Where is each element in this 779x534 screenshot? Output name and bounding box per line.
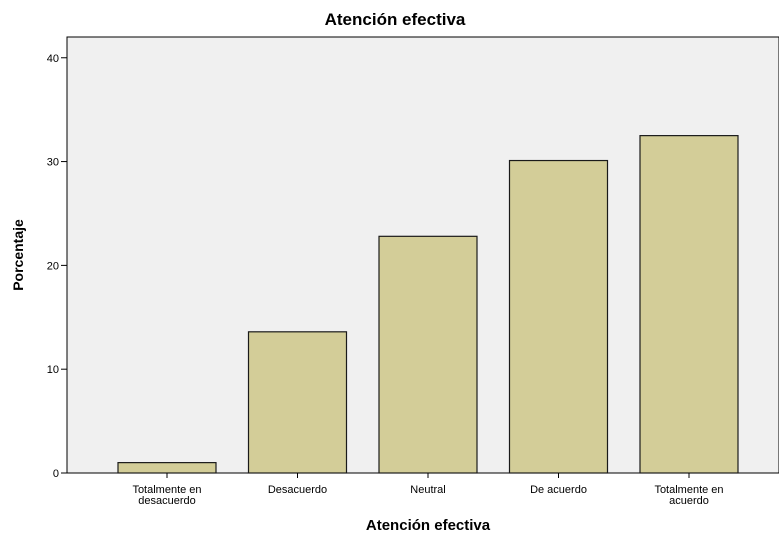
bars bbox=[117, 135, 739, 474]
x-category-label: Totalmente en bbox=[132, 484, 201, 496]
x-category-label: De acuerdo bbox=[530, 484, 587, 496]
y-tick-label: 10 bbox=[47, 364, 59, 376]
bar bbox=[508, 159, 609, 474]
y-tick-label: 30 bbox=[47, 157, 59, 169]
y-axis-label: Porcentaje bbox=[10, 219, 26, 291]
x-axis-label: Atención efectiva bbox=[366, 517, 491, 534]
bar bbox=[639, 135, 739, 474]
x-category-label: desacuerdo bbox=[138, 495, 196, 507]
chart-title: Atención efectiva bbox=[325, 10, 466, 29]
x-category-label: Desacuerdo bbox=[268, 484, 327, 496]
y-tick-label: 40 bbox=[47, 53, 59, 65]
bar bbox=[378, 235, 478, 474]
bar bbox=[117, 462, 217, 474]
y-tick-label: 0 bbox=[53, 468, 59, 480]
bar bbox=[247, 331, 348, 474]
x-category-label: acuerdo bbox=[669, 495, 709, 507]
y-axis: 0 10 20 30 40 bbox=[47, 53, 67, 480]
x-category-label: Totalmente en bbox=[654, 484, 723, 496]
x-category-label: Neutral bbox=[410, 484, 445, 496]
y-tick-label: 20 bbox=[47, 260, 59, 272]
